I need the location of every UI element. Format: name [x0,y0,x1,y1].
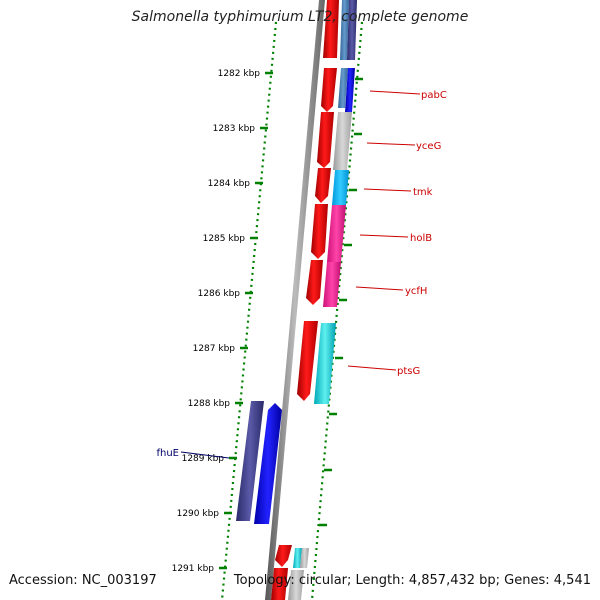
cds-segment [275,545,292,567]
cds-segment [345,68,355,112]
feature-track [236,0,357,600]
cds-segment [311,204,328,259]
gene-leader-line [366,142,416,146]
cds-segment [297,321,318,401]
cds-segment [288,570,304,600]
tick-label: 1291 kbp [172,564,215,574]
cds-segment [317,112,334,168]
gene-leader-line [355,286,404,291]
cds-segment [300,548,309,568]
cds-segment [254,403,282,524]
cds-segment [327,205,346,262]
page-title: Salmonella typhimurium LT2, complete gen… [131,9,469,25]
cds-segment [332,170,349,205]
cds-segment [236,401,264,521]
cds-segment [323,0,339,58]
tick-label: 1288 kbp [188,399,231,409]
tick-label: 1282 kbp [218,69,261,79]
gene-label-fhuE: fhuE [156,448,179,459]
gene-leader-line [369,90,421,95]
cds-segment [323,262,341,307]
genome-backbone [265,0,325,600]
gene-label-ptsG: ptsG [397,366,420,377]
gene-leader-line [347,365,397,371]
tick-label: 1283 kbp [213,124,256,134]
gene-leader-line [359,234,409,238]
cds-segment [340,0,349,60]
cds-segment [306,260,323,305]
gene-leader-line [180,451,230,459]
cds-segment [333,112,352,170]
cds-segment [293,548,302,568]
tick-label: 1285 kbp [203,234,246,244]
cds-segment [321,68,337,112]
cds-segment [271,568,288,600]
tick-label: 1286 kbp [198,289,241,299]
cds-segment [315,168,331,203]
tick-label: 1287 kbp [193,344,236,354]
gene-label-pabC: pabC [421,90,447,101]
gene-label-ycfH: ycfH [405,286,427,297]
scale-dotted-line [220,21,278,600]
accession-text: Accession: NC_003197 [9,573,157,588]
gene-label-holB: holB [410,233,432,244]
cds-segment [347,0,357,60]
tick-label: 1289 kbp [182,454,225,464]
gene-label-tmk: tmk [413,187,433,198]
gene-label-group: pabC yceG tmk holB ycfH ptsG fhuE [156,90,446,459]
feature-dotted-line [310,21,364,600]
tick-label: 1284 kbp [208,179,251,189]
gene-leader-line [363,188,412,192]
genome-stats-text: Topology: circular; Length: 4,857,432 bp… [233,573,591,588]
tick-label: 1290 kbp [177,509,220,519]
gene-label-yceG: yceG [416,141,441,152]
tick-group: 1282 kbp 1283 kbp 1284 kbp 1285 kbp 1286 kbp… [172,69,363,574]
cds-segment [338,68,348,108]
cds-segment [314,323,336,404]
